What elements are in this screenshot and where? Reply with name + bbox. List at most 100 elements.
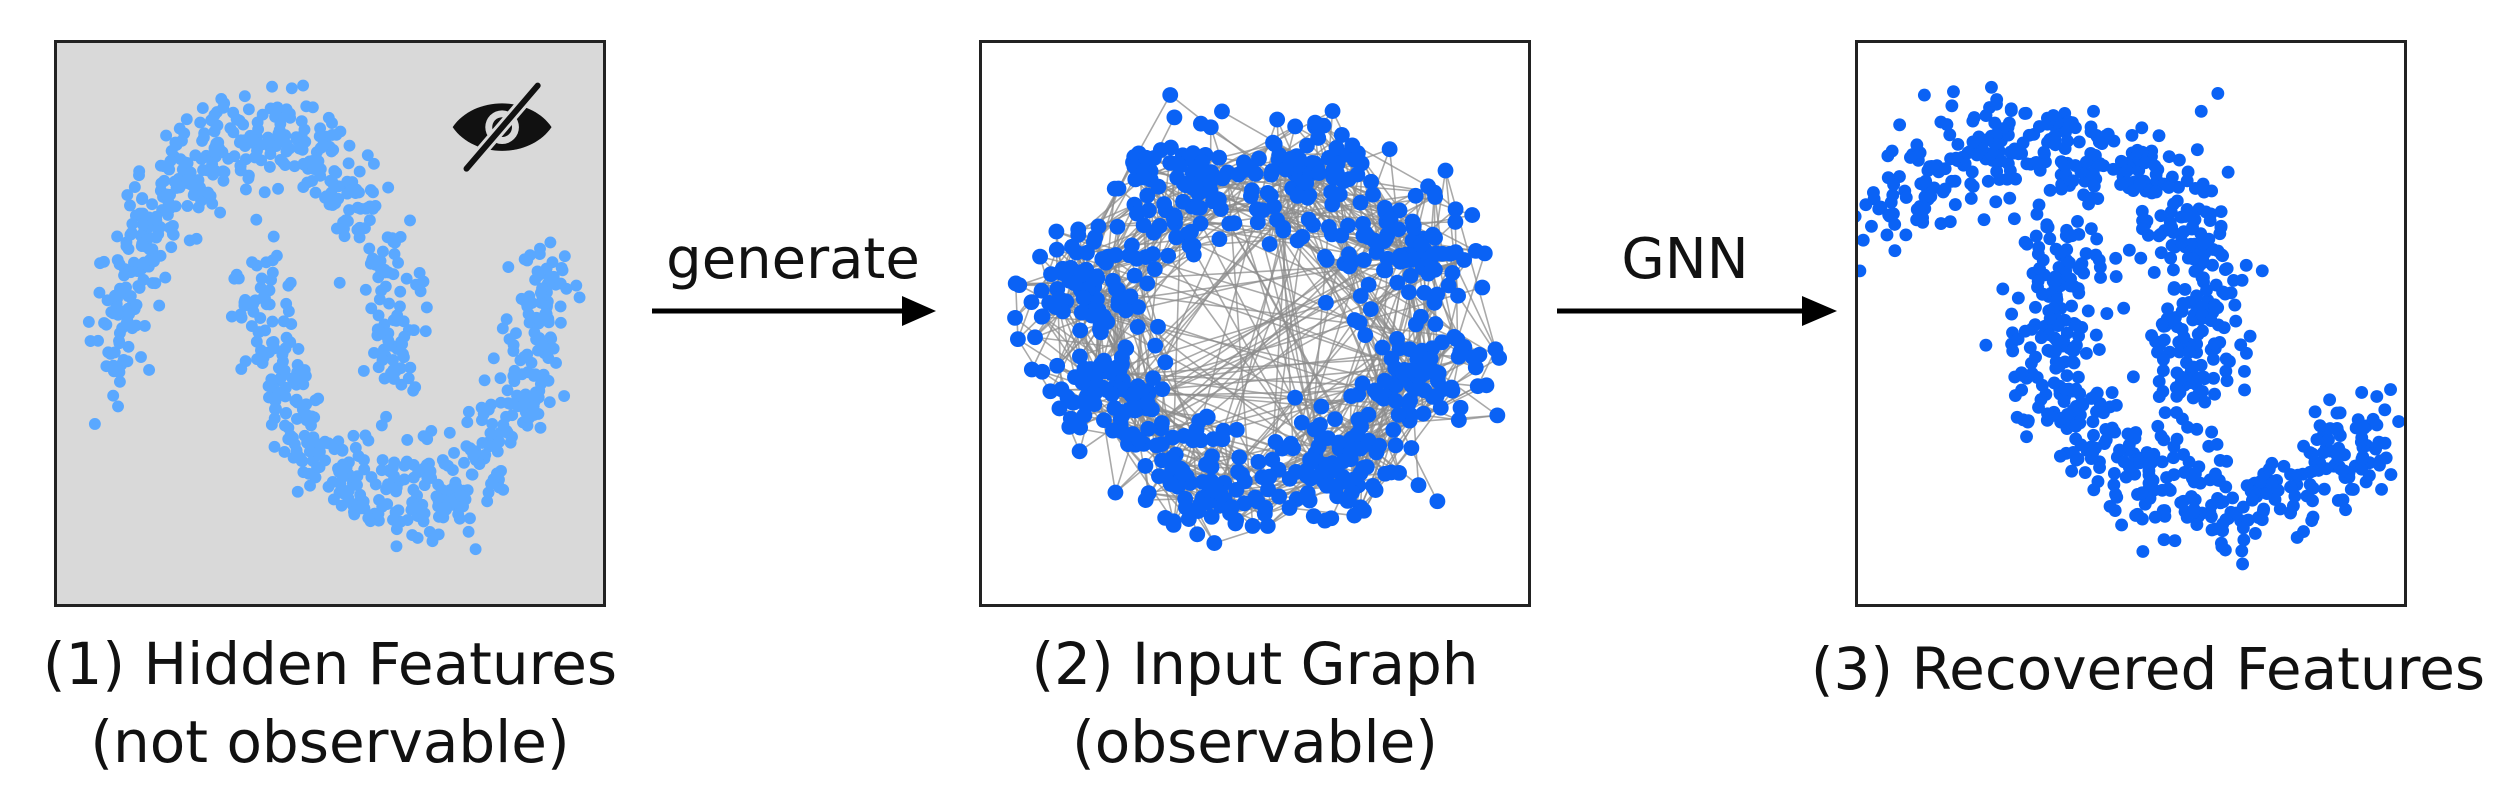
graph-node bbox=[1072, 322, 1089, 339]
recovered-feature-point bbox=[2094, 271, 2107, 284]
graph-node bbox=[1412, 308, 1429, 325]
graph-node bbox=[1228, 512, 1245, 529]
hidden-features-caption-line2: (not observable) bbox=[90, 708, 570, 776]
recovered-feature-point bbox=[2333, 445, 2347, 458]
recovered-feature-point bbox=[2237, 533, 2251, 547]
recovered-feature-point bbox=[1867, 186, 1880, 199]
recovered-feature-point bbox=[1910, 203, 1924, 216]
graph-node bbox=[1068, 244, 1085, 261]
recovered-feature-point bbox=[2031, 274, 2045, 288]
graph-node bbox=[1266, 136, 1283, 153]
hidden-feature-point bbox=[410, 501, 423, 514]
hidden-feature-point bbox=[533, 248, 546, 260]
recovered-feature-point bbox=[2015, 366, 2028, 380]
recovered-feature-point bbox=[1943, 128, 1957, 142]
graph-node bbox=[1114, 356, 1130, 373]
recovered-feature-point bbox=[2043, 183, 2057, 197]
graph-node bbox=[1192, 115, 1209, 132]
hidden-feature-point bbox=[274, 118, 287, 131]
hidden-feature-point bbox=[276, 134, 289, 147]
recovered-feature-point bbox=[1893, 118, 1907, 132]
recovered-feature-point bbox=[2043, 312, 2057, 325]
recovered-feature-point bbox=[2093, 461, 2106, 474]
graph-edge bbox=[1167, 255, 1319, 463]
hidden-feature-point bbox=[539, 308, 552, 320]
hidden-feature-point bbox=[314, 169, 327, 182]
graph-node bbox=[1148, 437, 1165, 454]
hidden-feature-point bbox=[264, 102, 277, 115]
recovered-feature-point bbox=[2020, 430, 2033, 444]
graph-node bbox=[1404, 213, 1421, 230]
graph-node bbox=[1413, 237, 1429, 253]
graph-node bbox=[1205, 431, 1222, 448]
recovered-feature-point bbox=[1970, 148, 1984, 162]
graph-node bbox=[1288, 463, 1304, 480]
graph-node bbox=[1333, 227, 1350, 244]
graph-node bbox=[1154, 452, 1170, 469]
hidden-feature-point bbox=[111, 254, 124, 266]
hidden-feature-point bbox=[417, 275, 430, 288]
recovered-feature-point bbox=[2306, 510, 2320, 524]
hidden-feature-point bbox=[293, 142, 306, 155]
graph-node bbox=[1121, 247, 1138, 264]
hidden-feature-point bbox=[181, 173, 194, 186]
hidden-feature-point bbox=[351, 479, 363, 491]
hidden-feature-point bbox=[233, 114, 246, 127]
hidden-feature-point bbox=[431, 492, 444, 505]
hidden-feature-point bbox=[168, 175, 181, 188]
recovered-feature-point bbox=[2148, 159, 2162, 173]
hidden-feature-point bbox=[256, 357, 269, 369]
recovered-feature-point bbox=[1910, 138, 1924, 152]
hidden-feature-point bbox=[178, 156, 191, 169]
hidden-feature-point bbox=[276, 355, 289, 368]
recovered-feature-point bbox=[2306, 494, 2319, 508]
graph-node bbox=[1456, 252, 1473, 268]
graph-edge bbox=[1301, 163, 1363, 423]
recovered-feature-point bbox=[2133, 177, 2147, 191]
recovered-feature-point bbox=[2312, 463, 2326, 477]
hidden-feature-point bbox=[504, 436, 517, 449]
hidden-feature-point bbox=[365, 302, 378, 315]
hidden-feature-point bbox=[255, 154, 268, 167]
graph-node bbox=[1138, 149, 1155, 166]
hidden-feature-point bbox=[404, 214, 416, 227]
hidden-feature-point bbox=[278, 446, 291, 458]
hidden-feature-point bbox=[536, 339, 549, 352]
graph-node bbox=[1357, 327, 1374, 344]
recovered-feature-point bbox=[2296, 467, 2310, 481]
recovered-feature-point bbox=[2076, 398, 2090, 412]
graph-node bbox=[1293, 414, 1310, 431]
graph-node bbox=[1360, 276, 1377, 293]
graph-node bbox=[1389, 274, 1406, 291]
graph-edge bbox=[1456, 253, 1486, 340]
hidden-feature-point bbox=[336, 471, 349, 483]
recovered-feature-point bbox=[1881, 171, 1895, 185]
graph-node bbox=[1267, 433, 1284, 450]
recovered-feature-point bbox=[1964, 177, 1978, 191]
recovered-feature-point bbox=[2286, 499, 2300, 513]
recovered-feature-point bbox=[2190, 518, 2204, 532]
hidden-feature-point bbox=[347, 429, 360, 442]
graph-node bbox=[1430, 365, 1447, 382]
recovered-feature-point bbox=[2047, 376, 2061, 390]
hidden-feature-point bbox=[389, 236, 401, 249]
graph-node bbox=[1447, 214, 1464, 230]
recovered-feature-point bbox=[2207, 371, 2221, 385]
recovered-feature-point bbox=[2146, 473, 2160, 487]
recovered-feature-point bbox=[1947, 85, 1960, 99]
hidden-feature-point bbox=[314, 122, 327, 135]
graph-edge bbox=[1396, 291, 1410, 340]
graph-node bbox=[1318, 294, 1334, 311]
recovered-feature-point bbox=[2206, 352, 2220, 366]
hidden-feature-point bbox=[354, 488, 367, 501]
graph-node bbox=[1072, 348, 1088, 365]
hidden-feature-point bbox=[330, 222, 343, 235]
graph-node bbox=[1066, 275, 1083, 292]
hidden-features-caption: (1) Hidden Features (not observable) bbox=[0, 625, 660, 781]
graph-node bbox=[1231, 449, 1248, 466]
recovered-feature-point bbox=[2021, 414, 2035, 428]
graph-node bbox=[1023, 361, 1040, 378]
graph-node bbox=[1157, 509, 1174, 526]
hidden-feature-point bbox=[453, 512, 466, 525]
graph-node bbox=[1362, 301, 1379, 318]
